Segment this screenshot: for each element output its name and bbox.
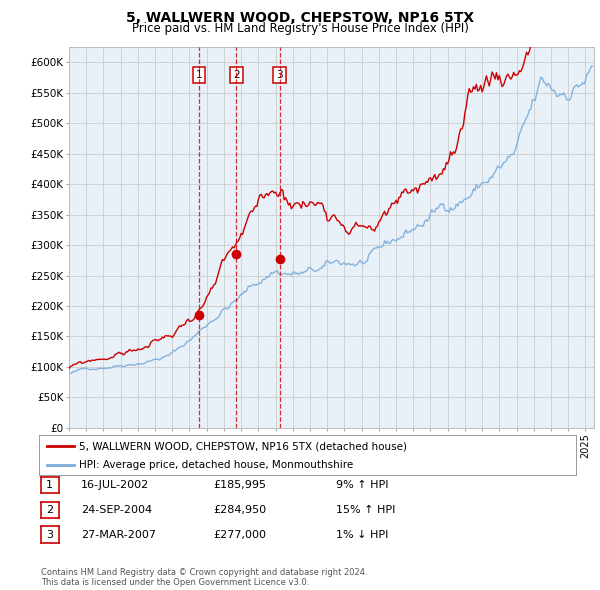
Text: This data is licensed under the Open Government Licence v3.0.: This data is licensed under the Open Gov… — [41, 578, 309, 588]
Text: 2: 2 — [46, 505, 53, 514]
Text: 16-JUL-2002: 16-JUL-2002 — [81, 480, 149, 490]
Text: £277,000: £277,000 — [213, 530, 266, 539]
Text: Contains HM Land Registry data © Crown copyright and database right 2024.: Contains HM Land Registry data © Crown c… — [41, 568, 367, 577]
Text: £185,995: £185,995 — [213, 480, 266, 490]
Text: 5, WALLWERN WOOD, CHEPSTOW, NP16 5TX (detached house): 5, WALLWERN WOOD, CHEPSTOW, NP16 5TX (de… — [79, 441, 407, 451]
Text: 15% ↑ HPI: 15% ↑ HPI — [336, 505, 395, 514]
Text: 27-MAR-2007: 27-MAR-2007 — [81, 530, 156, 539]
Text: Price paid vs. HM Land Registry's House Price Index (HPI): Price paid vs. HM Land Registry's House … — [131, 22, 469, 35]
Text: HPI: Average price, detached house, Monmouthshire: HPI: Average price, detached house, Monm… — [79, 460, 353, 470]
Text: 1: 1 — [46, 480, 53, 490]
Text: 9% ↑ HPI: 9% ↑ HPI — [336, 480, 389, 490]
Text: 3: 3 — [46, 530, 53, 539]
Text: £284,950: £284,950 — [213, 505, 266, 514]
Text: 1% ↓ HPI: 1% ↓ HPI — [336, 530, 388, 539]
Text: 3: 3 — [276, 70, 283, 80]
Text: 2: 2 — [233, 70, 240, 80]
Text: 1: 1 — [196, 70, 202, 80]
Text: 24-SEP-2004: 24-SEP-2004 — [81, 505, 152, 514]
Text: 5, WALLWERN WOOD, CHEPSTOW, NP16 5TX: 5, WALLWERN WOOD, CHEPSTOW, NP16 5TX — [126, 11, 474, 25]
